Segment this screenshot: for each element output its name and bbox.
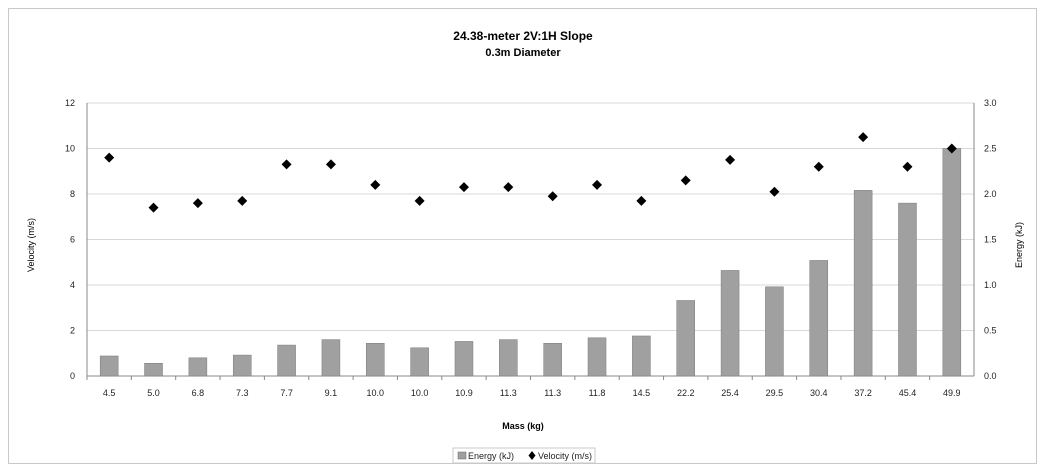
energy-bar (366, 342, 385, 377)
x-tick-label: 4.5 (103, 388, 116, 398)
velocity-point (104, 152, 115, 163)
x-tick-label: 6.8 (192, 388, 205, 398)
energy-bar (632, 335, 651, 377)
velocity-points (104, 132, 957, 213)
y-left-tick-label: 8 (70, 189, 75, 199)
y-right-tick-label: 2.5 (984, 144, 997, 154)
y-axis-left-label: Velocity (m/s) (26, 218, 36, 272)
chart-svg: 24.38-meter 2V:1H Slope 0.3m Diameter 0 2… (26, 29, 1024, 464)
x-tick-label: 37.2 (854, 388, 872, 398)
y-left-tick-label: 2 (70, 326, 75, 336)
energy-bars (99, 148, 962, 377)
velocity-point (503, 182, 514, 193)
x-axis-ticks: 4.5 5.0 6.8 7.3 7.7 9.1 10.0 10.0 10.9 11.3 11.3 11… (86, 376, 961, 398)
y-right-tick-label: 1.0 (984, 280, 997, 290)
energy-bar (410, 347, 429, 377)
y-left-tick-label: 12 (65, 98, 75, 108)
y-left-tick-label: 6 (70, 235, 75, 245)
x-tick-label: 10.0 (367, 388, 385, 398)
energy-bar (720, 270, 740, 377)
y-left-tick-label: 4 (70, 280, 75, 290)
velocity-point (946, 143, 957, 154)
x-tick-label: 25.4 (721, 388, 739, 398)
y-right-tick-label: 0.5 (984, 326, 997, 336)
chart-subtitle: 0.3m Diameter (485, 47, 561, 59)
left-axis-ticks: 0 2 4 6 8 10 12 (65, 98, 75, 381)
x-tick-label: 9.1 (325, 388, 338, 398)
velocity-point (458, 182, 469, 193)
energy-bar (587, 337, 607, 377)
x-axis-label: Mass (kg) (502, 421, 544, 431)
velocity-point (592, 179, 603, 190)
legend-energy-label: Energy (kJ) (468, 451, 514, 461)
energy-bar (321, 339, 341, 377)
y-left-tick-label: 10 (65, 144, 75, 154)
velocity-point (636, 195, 647, 206)
velocity-point (281, 159, 292, 170)
y-right-tick-label: 1.5 (984, 235, 997, 245)
x-tick-label: 10.0 (411, 388, 429, 398)
velocity-point (902, 161, 913, 172)
energy-bar (499, 339, 518, 377)
energy-bar (144, 363, 163, 377)
y-right-tick-label: 0.0 (984, 371, 997, 381)
x-tick-label: 45.4 (899, 388, 917, 398)
energy-bar (454, 341, 474, 377)
velocity-point (858, 132, 869, 143)
velocity-point (769, 186, 780, 197)
x-tick-label: 11.3 (500, 388, 517, 398)
energy-bar (942, 148, 962, 377)
velocity-point (325, 159, 336, 170)
energy-bar (809, 260, 829, 377)
legend-velocity-marker (528, 451, 536, 460)
energy-bar (232, 354, 252, 377)
legend-box (452, 447, 596, 464)
y-right-tick-label: 3.0 (984, 98, 997, 108)
x-tick-label: 7.3 (236, 388, 249, 398)
y-axis-right-label: Energy (kJ) (1014, 222, 1024, 268)
x-tick-label: 7.7 (280, 388, 293, 398)
right-axis-ticks: 0.0 0.5 1.0 1.5 2.0 2.5 3.0 (984, 98, 997, 381)
energy-bar (277, 344, 296, 377)
x-tick-label: 14.5 (633, 388, 651, 398)
x-tick-label: 11.3 (544, 388, 561, 398)
legend-velocity-label: Velocity (m/s) (538, 451, 592, 461)
chart-frame: 24.38-meter 2V:1H Slope 0.3m Diameter 0 2… (8, 8, 1037, 464)
energy-bar (898, 202, 917, 377)
legend: Energy (kJ) Velocity (m/s) (452, 447, 596, 464)
energy-bar (99, 355, 119, 377)
velocity-point (414, 195, 425, 206)
velocity-point (813, 161, 824, 172)
x-tick-label: 5.0 (147, 388, 160, 398)
velocity-point (680, 175, 691, 186)
velocity-point (547, 191, 558, 202)
x-tick-label: 10.9 (455, 388, 473, 398)
legend-energy-swatch (457, 451, 467, 460)
x-tick-label: 29.5 (766, 388, 784, 398)
velocity-point (725, 154, 736, 165)
x-tick-label: 22.2 (677, 388, 695, 398)
x-tick-label: 49.9 (943, 388, 961, 398)
energy-bar (543, 342, 562, 377)
y-right-tick-label: 2.0 (984, 189, 997, 199)
energy-bar (853, 190, 873, 377)
energy-bar (188, 357, 208, 377)
y-left-tick-label: 0 (70, 371, 75, 381)
velocity-point (148, 202, 159, 213)
x-tick-label: 30.4 (810, 388, 828, 398)
gridlines (86, 102, 975, 377)
chart-title: 24.38-meter 2V:1H Slope (453, 29, 593, 43)
velocity-point (237, 195, 248, 206)
velocity-point (370, 179, 381, 190)
energy-bar (765, 286, 784, 377)
velocity-point (192, 198, 203, 209)
x-tick-label: 11.8 (589, 388, 606, 398)
energy-bar (676, 300, 695, 377)
